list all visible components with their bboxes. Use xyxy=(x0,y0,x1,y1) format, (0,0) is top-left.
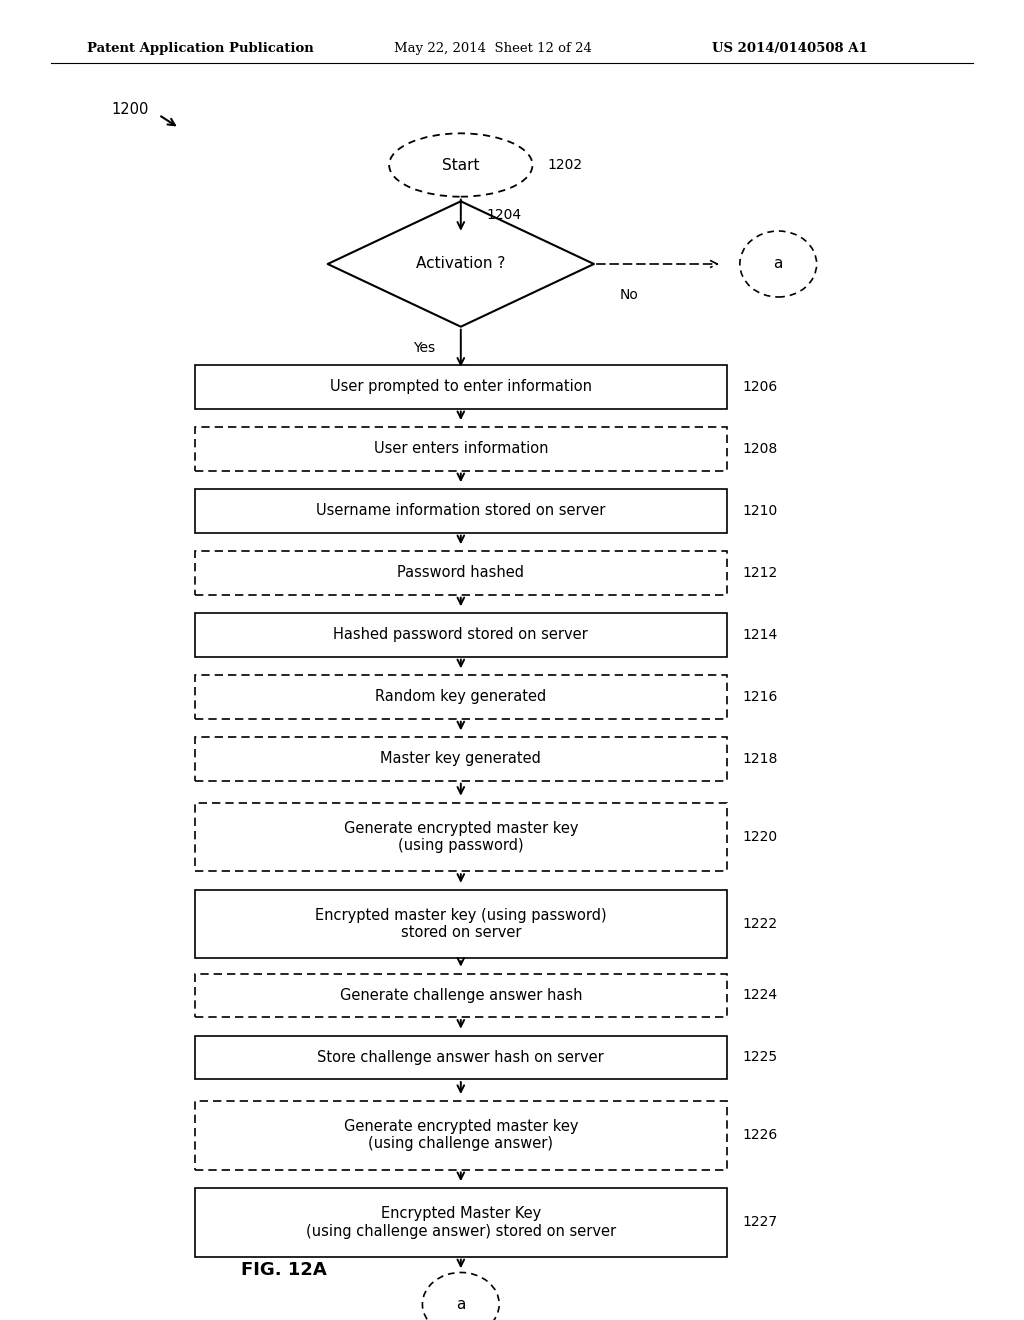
Text: Hashed password stored on server: Hashed password stored on server xyxy=(334,627,588,643)
Bar xyxy=(195,676,727,718)
Bar xyxy=(195,1035,727,1080)
Text: Activation ?: Activation ? xyxy=(416,256,506,272)
Polygon shape xyxy=(328,201,594,326)
Text: 1204: 1204 xyxy=(486,209,521,222)
Text: 1222: 1222 xyxy=(742,917,777,931)
Text: Generate encrypted master key
(using challenge answer): Generate encrypted master key (using cha… xyxy=(343,1119,579,1151)
Bar xyxy=(195,974,727,1016)
Text: 1212: 1212 xyxy=(742,566,777,579)
Text: 1220: 1220 xyxy=(742,830,777,843)
Text: US 2014/0140508 A1: US 2014/0140508 A1 xyxy=(712,42,867,55)
Bar xyxy=(195,737,727,781)
Text: a: a xyxy=(773,256,783,272)
Text: Yes: Yes xyxy=(413,342,435,355)
Text: 1218: 1218 xyxy=(742,752,778,766)
Bar xyxy=(195,890,727,958)
Text: May 22, 2014  Sheet 12 of 24: May 22, 2014 Sheet 12 of 24 xyxy=(394,42,592,55)
Bar xyxy=(195,1188,727,1257)
Text: 1210: 1210 xyxy=(742,504,777,517)
Text: Patent Application Publication: Patent Application Publication xyxy=(87,42,313,55)
Bar xyxy=(195,488,727,532)
Text: 1214: 1214 xyxy=(742,628,777,642)
Text: 1225: 1225 xyxy=(742,1051,777,1064)
Bar xyxy=(195,552,727,594)
Text: Encrypted master key (using password)
stored on server: Encrypted master key (using password) st… xyxy=(315,908,606,940)
Text: Generate encrypted master key
(using password): Generate encrypted master key (using pas… xyxy=(343,821,579,853)
Text: Store challenge answer hash on server: Store challenge answer hash on server xyxy=(317,1049,604,1065)
Text: Encrypted Master Key
(using challenge answer) stored on server: Encrypted Master Key (using challenge an… xyxy=(306,1206,615,1238)
Text: FIG. 12A: FIG. 12A xyxy=(241,1261,327,1279)
Text: Generate challenge answer hash: Generate challenge answer hash xyxy=(340,987,582,1003)
Text: 1224: 1224 xyxy=(742,989,777,1002)
Text: Password hashed: Password hashed xyxy=(397,565,524,581)
Text: 1216: 1216 xyxy=(742,690,778,704)
Text: User enters information: User enters information xyxy=(374,441,548,457)
Text: 1206: 1206 xyxy=(742,380,777,393)
Text: 1208: 1208 xyxy=(742,442,777,455)
Bar xyxy=(195,364,727,409)
Text: User prompted to enter information: User prompted to enter information xyxy=(330,379,592,395)
Text: Random key generated: Random key generated xyxy=(375,689,547,705)
Text: No: No xyxy=(620,288,638,302)
Text: 1226: 1226 xyxy=(742,1129,777,1142)
Bar xyxy=(195,1101,727,1170)
Text: Master key generated: Master key generated xyxy=(380,751,542,767)
Text: 1200: 1200 xyxy=(112,102,148,117)
Text: Start: Start xyxy=(442,157,479,173)
Text: a: a xyxy=(456,1296,466,1312)
Bar xyxy=(195,803,727,871)
Text: Username information stored on server: Username information stored on server xyxy=(316,503,605,519)
Bar xyxy=(195,426,727,470)
Text: 1202: 1202 xyxy=(548,158,583,172)
Bar xyxy=(195,612,727,656)
Text: 1227: 1227 xyxy=(742,1216,777,1229)
